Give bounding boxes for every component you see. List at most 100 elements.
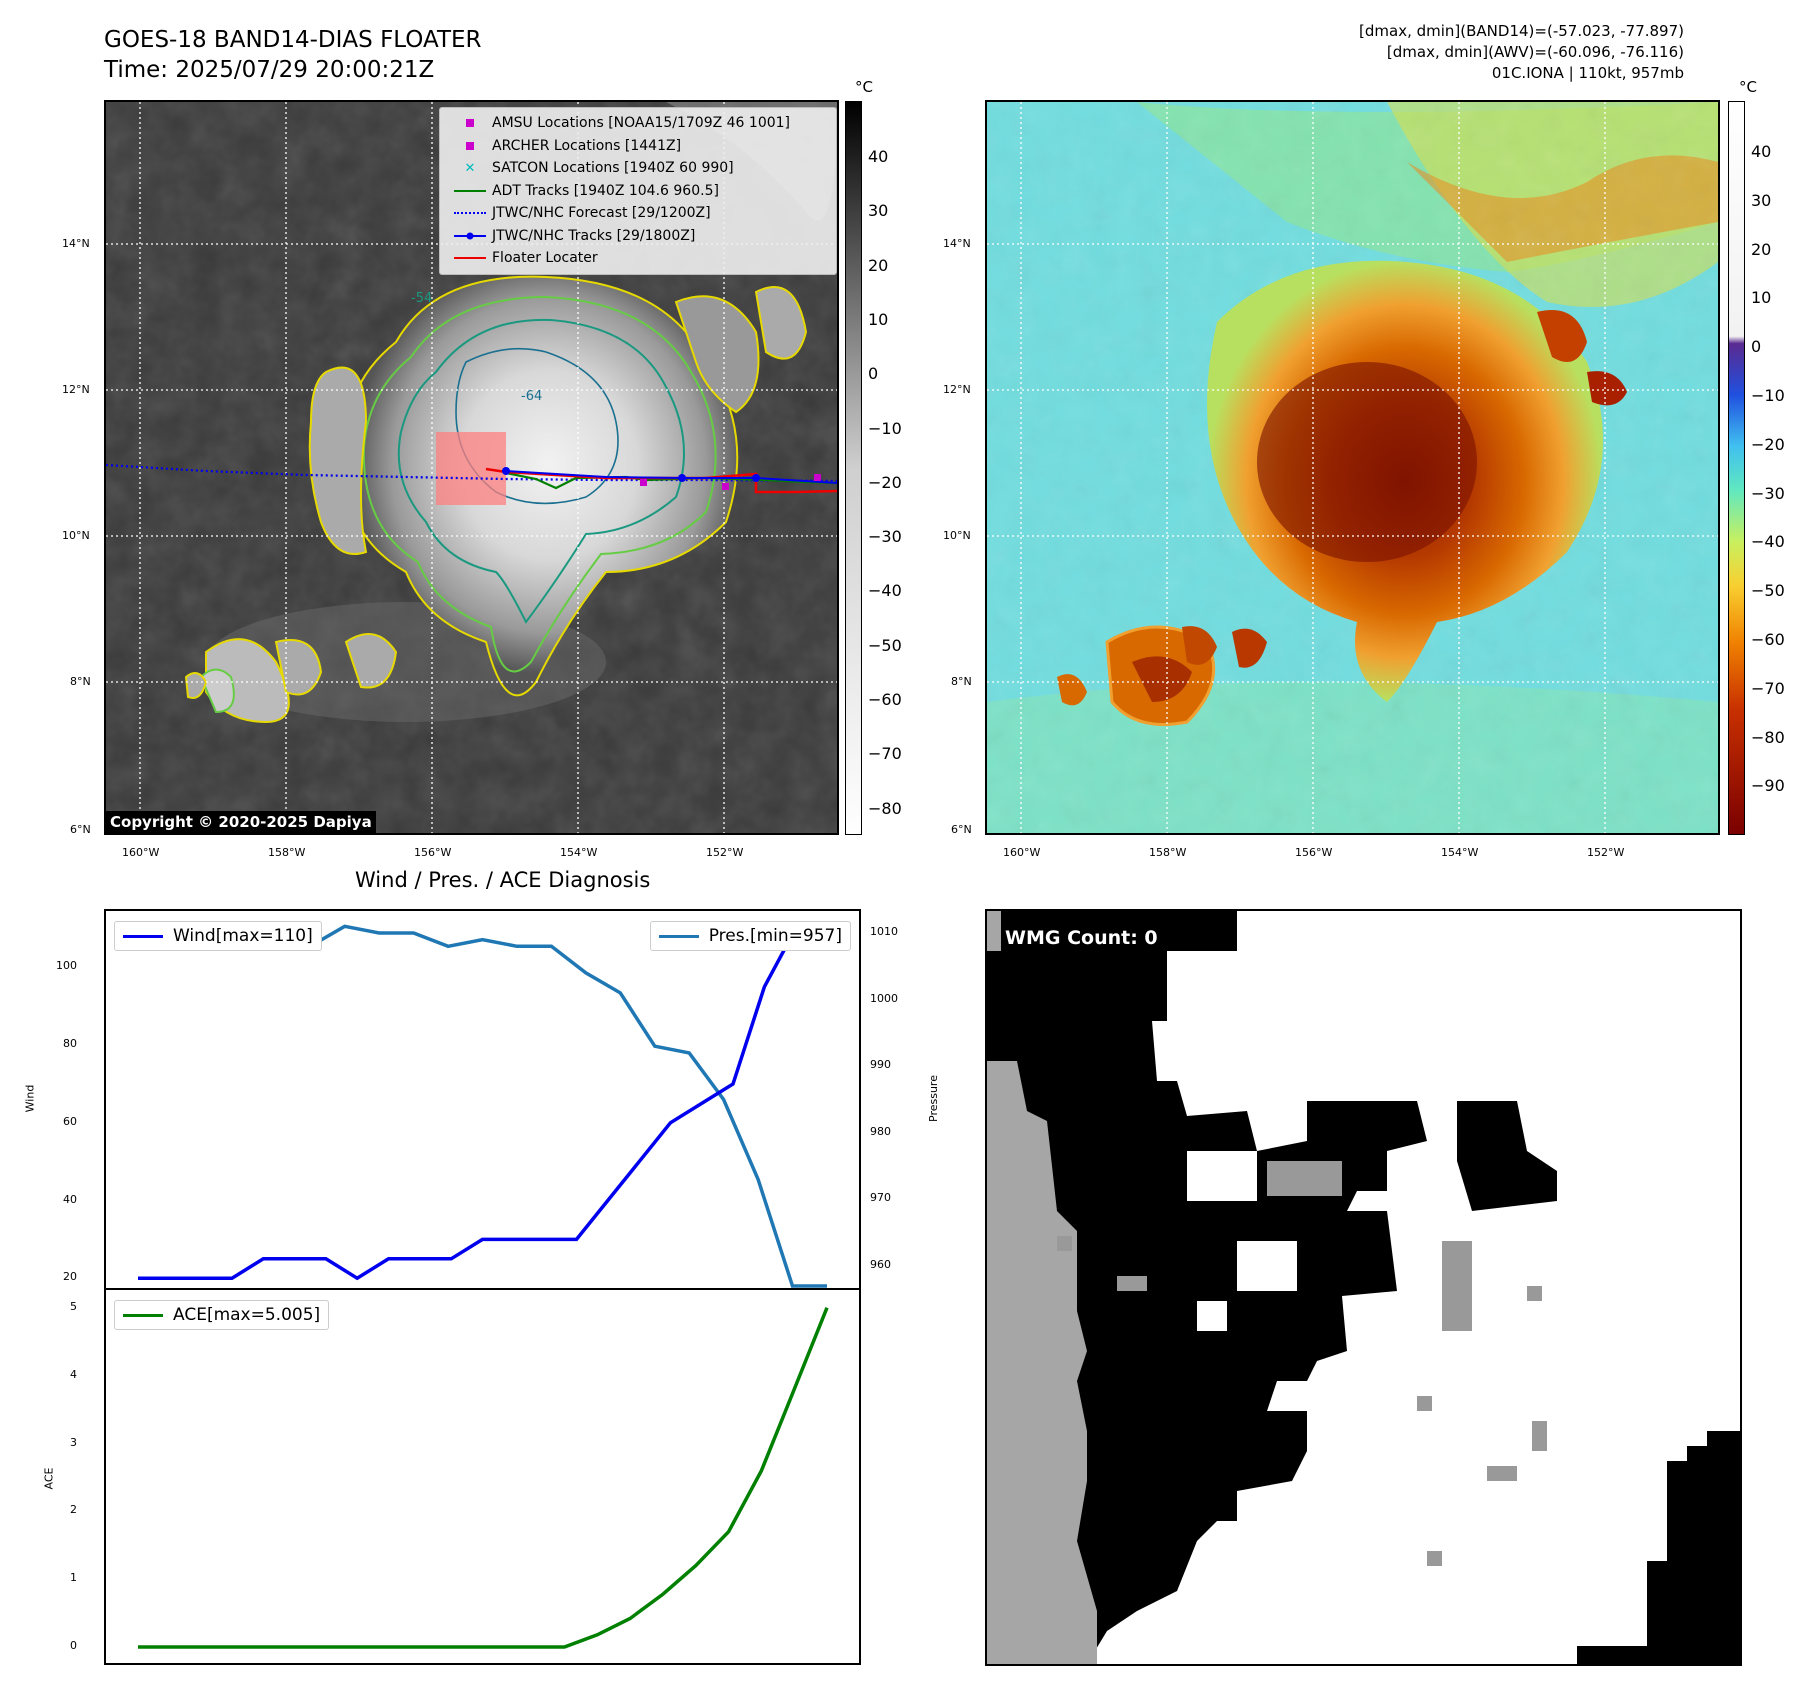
awv-colorbar: [1728, 101, 1745, 835]
ir-lat-label: 6°N: [70, 823, 91, 836]
awv-lon-label: 156°W: [1295, 846, 1333, 859]
pres-tick: 990: [870, 1058, 891, 1072]
ir-colorbar-tick: −30: [868, 527, 902, 547]
floater-box: [436, 432, 506, 505]
ace-ylabel: ACE: [42, 1467, 56, 1490]
wmg-mask-image: [987, 911, 1740, 1664]
ace-tick: 0: [70, 1639, 77, 1652]
ir-legend: AMSU Locations [NOAA15/1709Z 46 1001] AR…: [439, 107, 837, 275]
awv-colorbar-tick: −20: [1751, 434, 1785, 454]
legend-item-amsu: AMSU Locations [NOAA15/1709Z 46 1001]: [448, 112, 828, 135]
awv-colorbar-tick: 30: [1751, 190, 1772, 210]
pressure-line: [138, 924, 827, 1288]
ir-colorbar-tick: −40: [868, 581, 902, 601]
ir-colorbar-tick: −50: [868, 635, 902, 655]
ir-colorbar-tick: 0: [868, 364, 879, 384]
ir-lon-label: 152°W: [706, 846, 744, 859]
chart-title: GOES-18 BAND14-DIAS FLOATER: [104, 27, 482, 53]
contour-label-54: -54: [411, 291, 432, 306]
ir-colorbar-tick: 30: [868, 201, 889, 221]
ir-colorbar-unit: °C: [855, 78, 873, 96]
awv-colorbar-tick: −90: [1751, 776, 1785, 796]
awv-colorbar-unit: °C: [1739, 78, 1757, 96]
forecast-track: [106, 463, 837, 483]
awv-lat-label: 12°N: [943, 383, 971, 396]
ir-lat-label: 8°N: [70, 675, 91, 688]
pres-tick: 980: [870, 1124, 891, 1138]
wind-ylabel: Wind: [23, 1084, 37, 1113]
ace-line: [138, 1307, 829, 1649]
ir-colorbar-tick: −20: [868, 472, 902, 492]
awv-colorbar-tick: 0: [1751, 337, 1762, 357]
awv-colorbar-tick: 40: [1751, 142, 1772, 161]
pres-tick: 1000: [870, 991, 898, 1005]
ir-colorbar-tick: −80: [868, 798, 902, 818]
ir-colorbar-tick: −10: [868, 418, 902, 438]
ir-colorbar-tick: −70: [868, 744, 902, 764]
ir-lon-label: 160°W: [122, 846, 160, 859]
awv-colorbar-tick: −10: [1751, 386, 1785, 405]
awv-colorbar-tick: −50: [1751, 581, 1785, 601]
awv-map-image: [987, 102, 1718, 833]
wind-tick: 20: [63, 1270, 77, 1284]
contour-label-64: -64: [521, 389, 542, 404]
ir-lat-label: 12°N: [62, 383, 90, 396]
awv-lon-label: 152°W: [1587, 846, 1625, 859]
awv-lon-label: 158°W: [1149, 846, 1187, 859]
ir-lat-label: 14°N: [62, 237, 90, 250]
legend-item-floater: Floater Locater: [448, 247, 828, 270]
ace-panel: ACE[max=5.005]: [104, 1288, 861, 1665]
ir-lon-label: 158°W: [268, 846, 306, 859]
wind-line: [138, 926, 827, 1281]
awv-colorbar-tick: −40: [1751, 532, 1785, 552]
legend-item-archer: ARCHER Locations [1441Z]: [448, 135, 828, 158]
wind-tick: 100: [56, 959, 77, 973]
awv-lat-label: 10°N: [943, 529, 971, 542]
ace-tick: 4: [70, 1367, 77, 1381]
pres-tick: 1010: [870, 924, 898, 938]
pres-ylabel: Pressure: [926, 1075, 940, 1122]
awv-range: [dmax, dmin](AWV)=(-60.096, -76.116): [1386, 43, 1684, 61]
ir-colorbar-tick: −60: [868, 690, 902, 709]
pres-tick: 970: [870, 1191, 891, 1205]
legend-item-forecast: JTWC/NHC Forecast [29/1200Z]: [448, 202, 828, 225]
ir-map-panel: -54 -64 AMSU Locations [NOAA15/1709Z 46 …: [104, 100, 839, 835]
legend-item-jtwc-tracks: JTWC/NHC Tracks [29/1800Z]: [448, 225, 828, 248]
ir-colorbar-tick: 10: [868, 309, 889, 329]
awv-colorbar-tick: 10: [1751, 288, 1772, 308]
awv-lon-label: 160°W: [1003, 846, 1041, 859]
wmg-count-label: WMG Count: 0: [1005, 927, 1158, 949]
ir-lat-label: 10°N: [62, 529, 90, 542]
awv-colorbar-tick: −80: [1751, 727, 1785, 747]
ir-colorbar-tick: 40: [868, 147, 889, 166]
diag-title: Wind / Pres. / ACE Diagnosis: [355, 868, 651, 892]
ir-lon-label: 156°W: [414, 846, 452, 859]
awv-lat-label: 14°N: [943, 237, 971, 250]
ace-tick: 2: [70, 1503, 77, 1517]
storm-info: 01C.IONA | 110kt, 957mb: [1491, 64, 1684, 82]
copyright-badge: Copyright © 2020-2025 Dapiya: [106, 811, 376, 833]
ace-tick: 5: [70, 1300, 77, 1313]
awv-colorbar-tick: −30: [1751, 483, 1785, 503]
ace-tick: 3: [70, 1435, 77, 1449]
wind-pres-panel: Wind[max=110] Pres.[min=957]: [104, 909, 861, 1290]
wind-legend: Wind[max=110]: [114, 921, 322, 951]
ace-tick: 1: [70, 1571, 77, 1585]
awv-map-panel: [985, 100, 1720, 835]
wind-tick: 80: [63, 1037, 77, 1051]
awv-colorbar-tick: 20: [1751, 239, 1772, 259]
ir-lon-label: 154°W: [560, 846, 598, 859]
awv-lat-label: 8°N: [951, 675, 972, 688]
pres-tick: 960: [870, 1258, 891, 1272]
chart-time: Time: 2025/07/29 20:00:21Z: [104, 57, 435, 83]
ir-colorbar: [845, 101, 862, 835]
legend-item-satcon: ✕ SATCON Locations [1940Z 60 990]: [464, 160, 734, 177]
ace-chart: [138, 1307, 829, 1649]
legend-item-adt: ADT Tracks [1940Z 104.6 960.5]: [448, 180, 828, 203]
wmg-panel: WMG Count: 0: [985, 909, 1742, 1666]
ace-legend: ACE[max=5.005]: [114, 1300, 330, 1330]
pres-legend: Pres.[min=957]: [649, 921, 851, 951]
band14-range: [dmax, dmin](BAND14)=(-57.023, -77.897): [1359, 22, 1684, 40]
wind-tick: 60: [63, 1114, 77, 1128]
awv-colorbar-tick: −60: [1751, 630, 1785, 649]
